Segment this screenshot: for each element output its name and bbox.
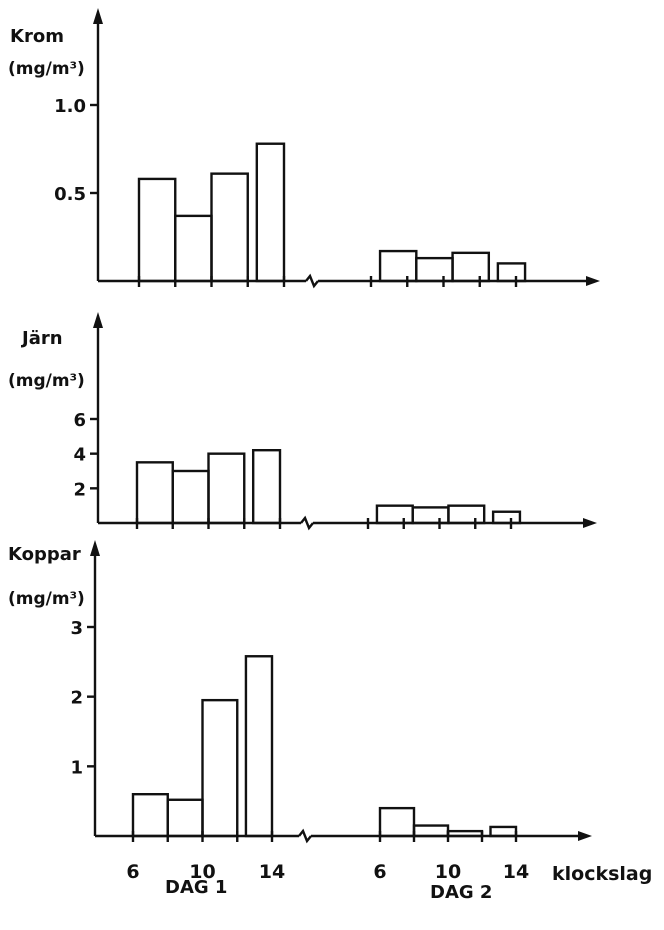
koppar-ytick-label-0: 1 (70, 757, 83, 778)
jarn-axis-break (300, 515, 314, 531)
koppar-ytick-label-1: 2 (70, 688, 83, 709)
krom-bar-day1-2 (210, 172, 249, 283)
koppar-bar-day2-3 (489, 825, 518, 838)
koppar-x-axis-arrow (578, 831, 592, 841)
koppar-y-axis-arrow (90, 540, 100, 556)
koppar-ytick-label-2: 3 (70, 618, 83, 639)
koppar-plot: 1 2 3 (70, 540, 592, 844)
jarn-bar-day2-2 (447, 504, 486, 525)
krom-ytick-label-0: 0.5 (54, 184, 86, 205)
panel-koppar: Koppar (mg/m³) 1 2 3 (8, 540, 592, 844)
jarn-bar-day2-3 (491, 510, 522, 525)
x-tick-label-day1-14: 14 (259, 861, 285, 883)
krom-bar-day1-3 (255, 142, 286, 283)
krom-yunit: (mg/m³) (8, 59, 85, 79)
jarn-yunit: (mg/m³) (8, 371, 85, 391)
krom-bar-day2-3 (496, 262, 527, 283)
panel-krom: Krom (mg/m³) 0.5 1.0 (8, 8, 600, 289)
jarn-ytick-label-2: 6 (73, 410, 86, 431)
jarn-ytick-label-1: 4 (73, 445, 86, 466)
koppar-axis-break (298, 828, 312, 844)
krom-bar-day2-2 (451, 251, 491, 283)
koppar-bar-day1-1 (166, 798, 204, 838)
x-tick-label-day2-14: 14 (503, 861, 529, 883)
jarn-ylabel: Järn (20, 328, 63, 349)
jarn-ytick-label-0: 2 (73, 479, 86, 500)
jarn-y-axis-arrow (93, 312, 103, 328)
jarn-bar-day1-3 (251, 449, 282, 525)
krom-y-axis-arrow (93, 8, 103, 24)
krom-bar-day1-1 (174, 214, 213, 283)
krom-x-axis-arrow (586, 276, 600, 286)
day2-label: DAG 2 (430, 882, 492, 903)
koppar-yunit: (mg/m³) (8, 589, 85, 609)
jarn-bar-day2-1 (411, 506, 450, 525)
krom-bar-day2-0 (378, 249, 418, 283)
x-axis-unit-label: klockslag (552, 863, 652, 885)
koppar-bar-day2-0 (378, 806, 416, 838)
x-tick-label-day2-6: 6 (373, 861, 386, 883)
jarn-bar-day1-2 (207, 452, 246, 525)
koppar-bar-day1-0 (131, 793, 169, 838)
koppar-bar-day1-2 (201, 698, 239, 838)
panel-jarn: Järn (mg/m³) 2 4 6 (8, 312, 597, 531)
jarn-bar-day1-0 (135, 461, 174, 525)
krom-ytick-label-1: 1.0 (54, 96, 86, 117)
jarn-bar-day1-1 (171, 469, 210, 525)
x-tick-label-day1-6: 6 (126, 861, 139, 883)
koppar-bar-day2-1 (412, 824, 450, 838)
krom-axis-break (305, 273, 319, 289)
koppar-bar-day2-2 (446, 829, 484, 838)
koppar-bar-day1-3 (244, 655, 274, 838)
koppar-ylabel: Koppar (8, 544, 81, 565)
krom-plot: 0.5 1.0 (54, 8, 600, 289)
x-tick-label-day1-10: 10 (189, 861, 215, 883)
day1-label: DAG 1 (165, 877, 227, 898)
x-tick-label-day2-10: 10 (435, 861, 461, 883)
krom-ylabel: Krom (10, 26, 64, 47)
x-axis-tick-labels: 6 10 14 6 10 14 (126, 861, 529, 883)
jarn-x-axis-arrow (583, 518, 597, 528)
krom-bar-day1-0 (137, 177, 177, 283)
krom-bar-day2-1 (415, 256, 454, 283)
jarn-plot: 2 4 6 (73, 312, 597, 531)
jarn-bar-day2-0 (375, 504, 414, 525)
